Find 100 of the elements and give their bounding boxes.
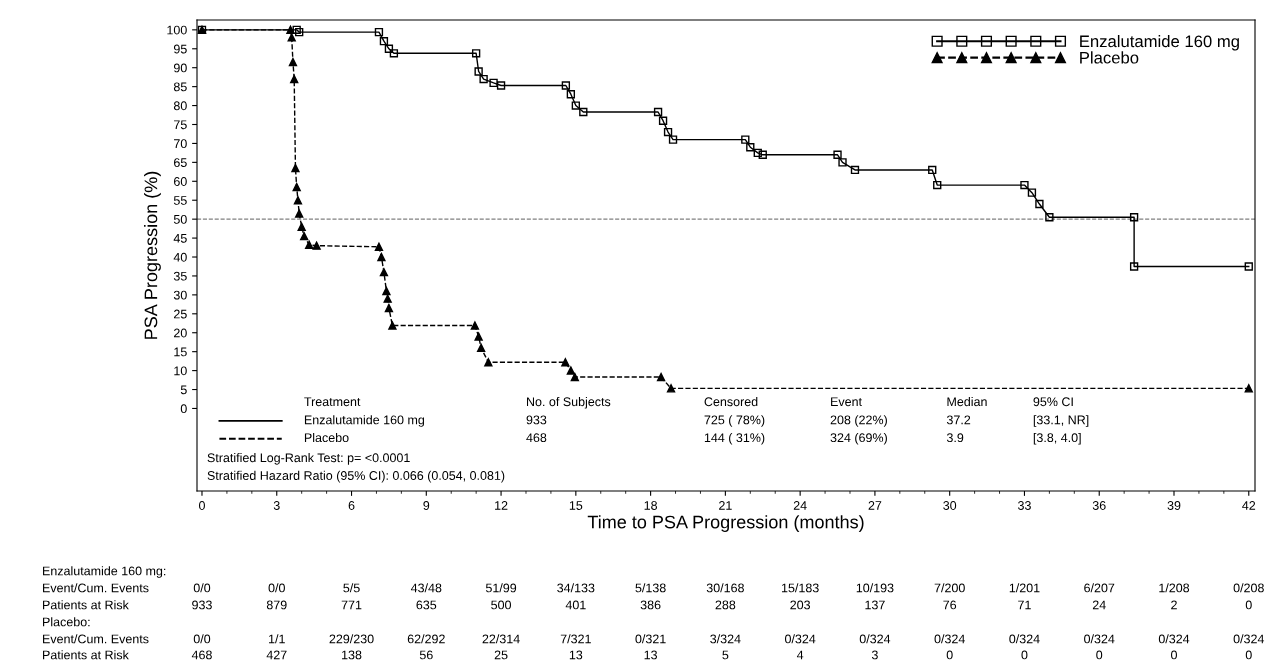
y-tick-label: 50: [173, 214, 187, 224]
point: [741, 135, 750, 144]
x-tick-label: 12: [495, 501, 508, 510]
text: 0: [1096, 650, 1103, 660]
point: [476, 343, 486, 353]
x-tick-label: 6: [348, 501, 355, 510]
y-tick-label: 20: [174, 328, 187, 338]
y-tick-label: 5: [180, 385, 187, 395]
text: 386: [640, 600, 661, 610]
y-tick-label: 15: [174, 347, 187, 357]
text: 500: [491, 600, 512, 610]
text: 138: [342, 650, 362, 660]
point: [377, 252, 386, 262]
annotation: 725 ( 78%): [704, 415, 765, 427]
annotation: 208 (22%): [830, 415, 887, 427]
point: [286, 25, 295, 35]
point: [484, 358, 493, 367]
point: [933, 180, 942, 190]
point: [579, 107, 588, 117]
text: 0: [1021, 650, 1028, 660]
text: 30/168: [706, 583, 744, 593]
text: 0/0: [193, 634, 211, 644]
text: 0/324: [1233, 634, 1265, 644]
point: [379, 37, 389, 46]
y-axis-title: PSA Progression (%): [144, 171, 161, 339]
point: [471, 49, 481, 58]
y-tick-label: 35: [173, 271, 187, 281]
point: [566, 90, 576, 99]
point: [374, 27, 384, 37]
text: 0/324: [785, 634, 816, 644]
legend-label: Enzalutamide 160 mg: [1080, 35, 1239, 51]
point: [388, 321, 397, 330]
point: [297, 222, 306, 231]
text: 0: [1245, 650, 1252, 660]
point: [293, 196, 303, 205]
text: 0/0: [268, 583, 285, 593]
x-tick-label: 33: [1017, 501, 1031, 510]
text: Event/Cum. Events: [43, 583, 149, 593]
annotation: Stratified Hazard Ratio (95% CI): 0.066 (0.054, 0.081): [207, 470, 505, 483]
point: [474, 67, 483, 76]
x-tick-label: 21: [719, 501, 732, 510]
text: Enzalutamide 160 mg:: [43, 566, 166, 578]
annotation: Censored: [704, 396, 758, 407]
text: 25: [494, 650, 508, 660]
annotation: Enzalutamide 160 mg: [304, 415, 425, 427]
point: [561, 358, 570, 367]
text: 427: [266, 650, 287, 660]
text: 56: [419, 650, 433, 660]
text: 933: [192, 600, 212, 610]
point: [566, 366, 576, 375]
y-tick-label: 25: [174, 309, 187, 319]
annotation: Treatment: [304, 397, 361, 407]
text: 0/321: [635, 634, 666, 644]
annotation: 37.2: [946, 415, 971, 425]
text: 771: [341, 600, 362, 610]
text: 22/314: [482, 634, 520, 644]
annotation: Stratified Log-Rank Test: p= <0.0001: [207, 452, 410, 465]
point: [653, 107, 663, 117]
y-tick-label: 70: [174, 139, 187, 149]
text: 0/324: [1084, 634, 1115, 644]
point: [489, 78, 498, 88]
text: 6/207: [1084, 583, 1115, 593]
y-tick-label: 30: [173, 290, 187, 300]
text: 71: [1018, 600, 1031, 610]
annotation: [33.1, NR]: [1033, 415, 1089, 427]
point: [1129, 262, 1139, 271]
annotation: 3.9: [946, 433, 964, 443]
text: Patients at Risk: [43, 650, 129, 660]
x-tick-label: 36: [1092, 501, 1106, 510]
text: 7/200: [934, 583, 965, 593]
text: 3/324: [710, 634, 741, 644]
y-tick-label: 55: [173, 196, 187, 205]
point: [1020, 180, 1029, 190]
point: [384, 303, 394, 313]
point: [304, 240, 314, 250]
annotation: 95% CI: [1033, 397, 1073, 407]
annotation: Median: [947, 396, 987, 407]
x-tick-label: 3: [273, 501, 280, 510]
point: [666, 384, 676, 393]
point: [1244, 384, 1253, 393]
point: [668, 135, 678, 144]
point: [833, 150, 842, 159]
annotation: 144 ( 31%): [704, 432, 765, 445]
text: Patients at Risk: [43, 600, 129, 610]
point: [470, 321, 480, 330]
point: [474, 332, 483, 341]
point: [571, 101, 581, 110]
point: [570, 372, 580, 382]
text: Event/Cum. Events: [43, 634, 149, 644]
text: 0/208: [1233, 583, 1264, 593]
y-tick-label: 10: [174, 366, 187, 376]
text: 34/133: [557, 583, 595, 593]
x-tick-label: 18: [644, 501, 658, 510]
point: [379, 267, 389, 277]
point: [295, 27, 304, 37]
point: [1035, 199, 1044, 209]
y-tick-label: 45: [173, 234, 187, 243]
annotation: [3.8, 4.0]: [1033, 432, 1081, 445]
point: [295, 209, 304, 218]
point: [746, 143, 755, 152]
